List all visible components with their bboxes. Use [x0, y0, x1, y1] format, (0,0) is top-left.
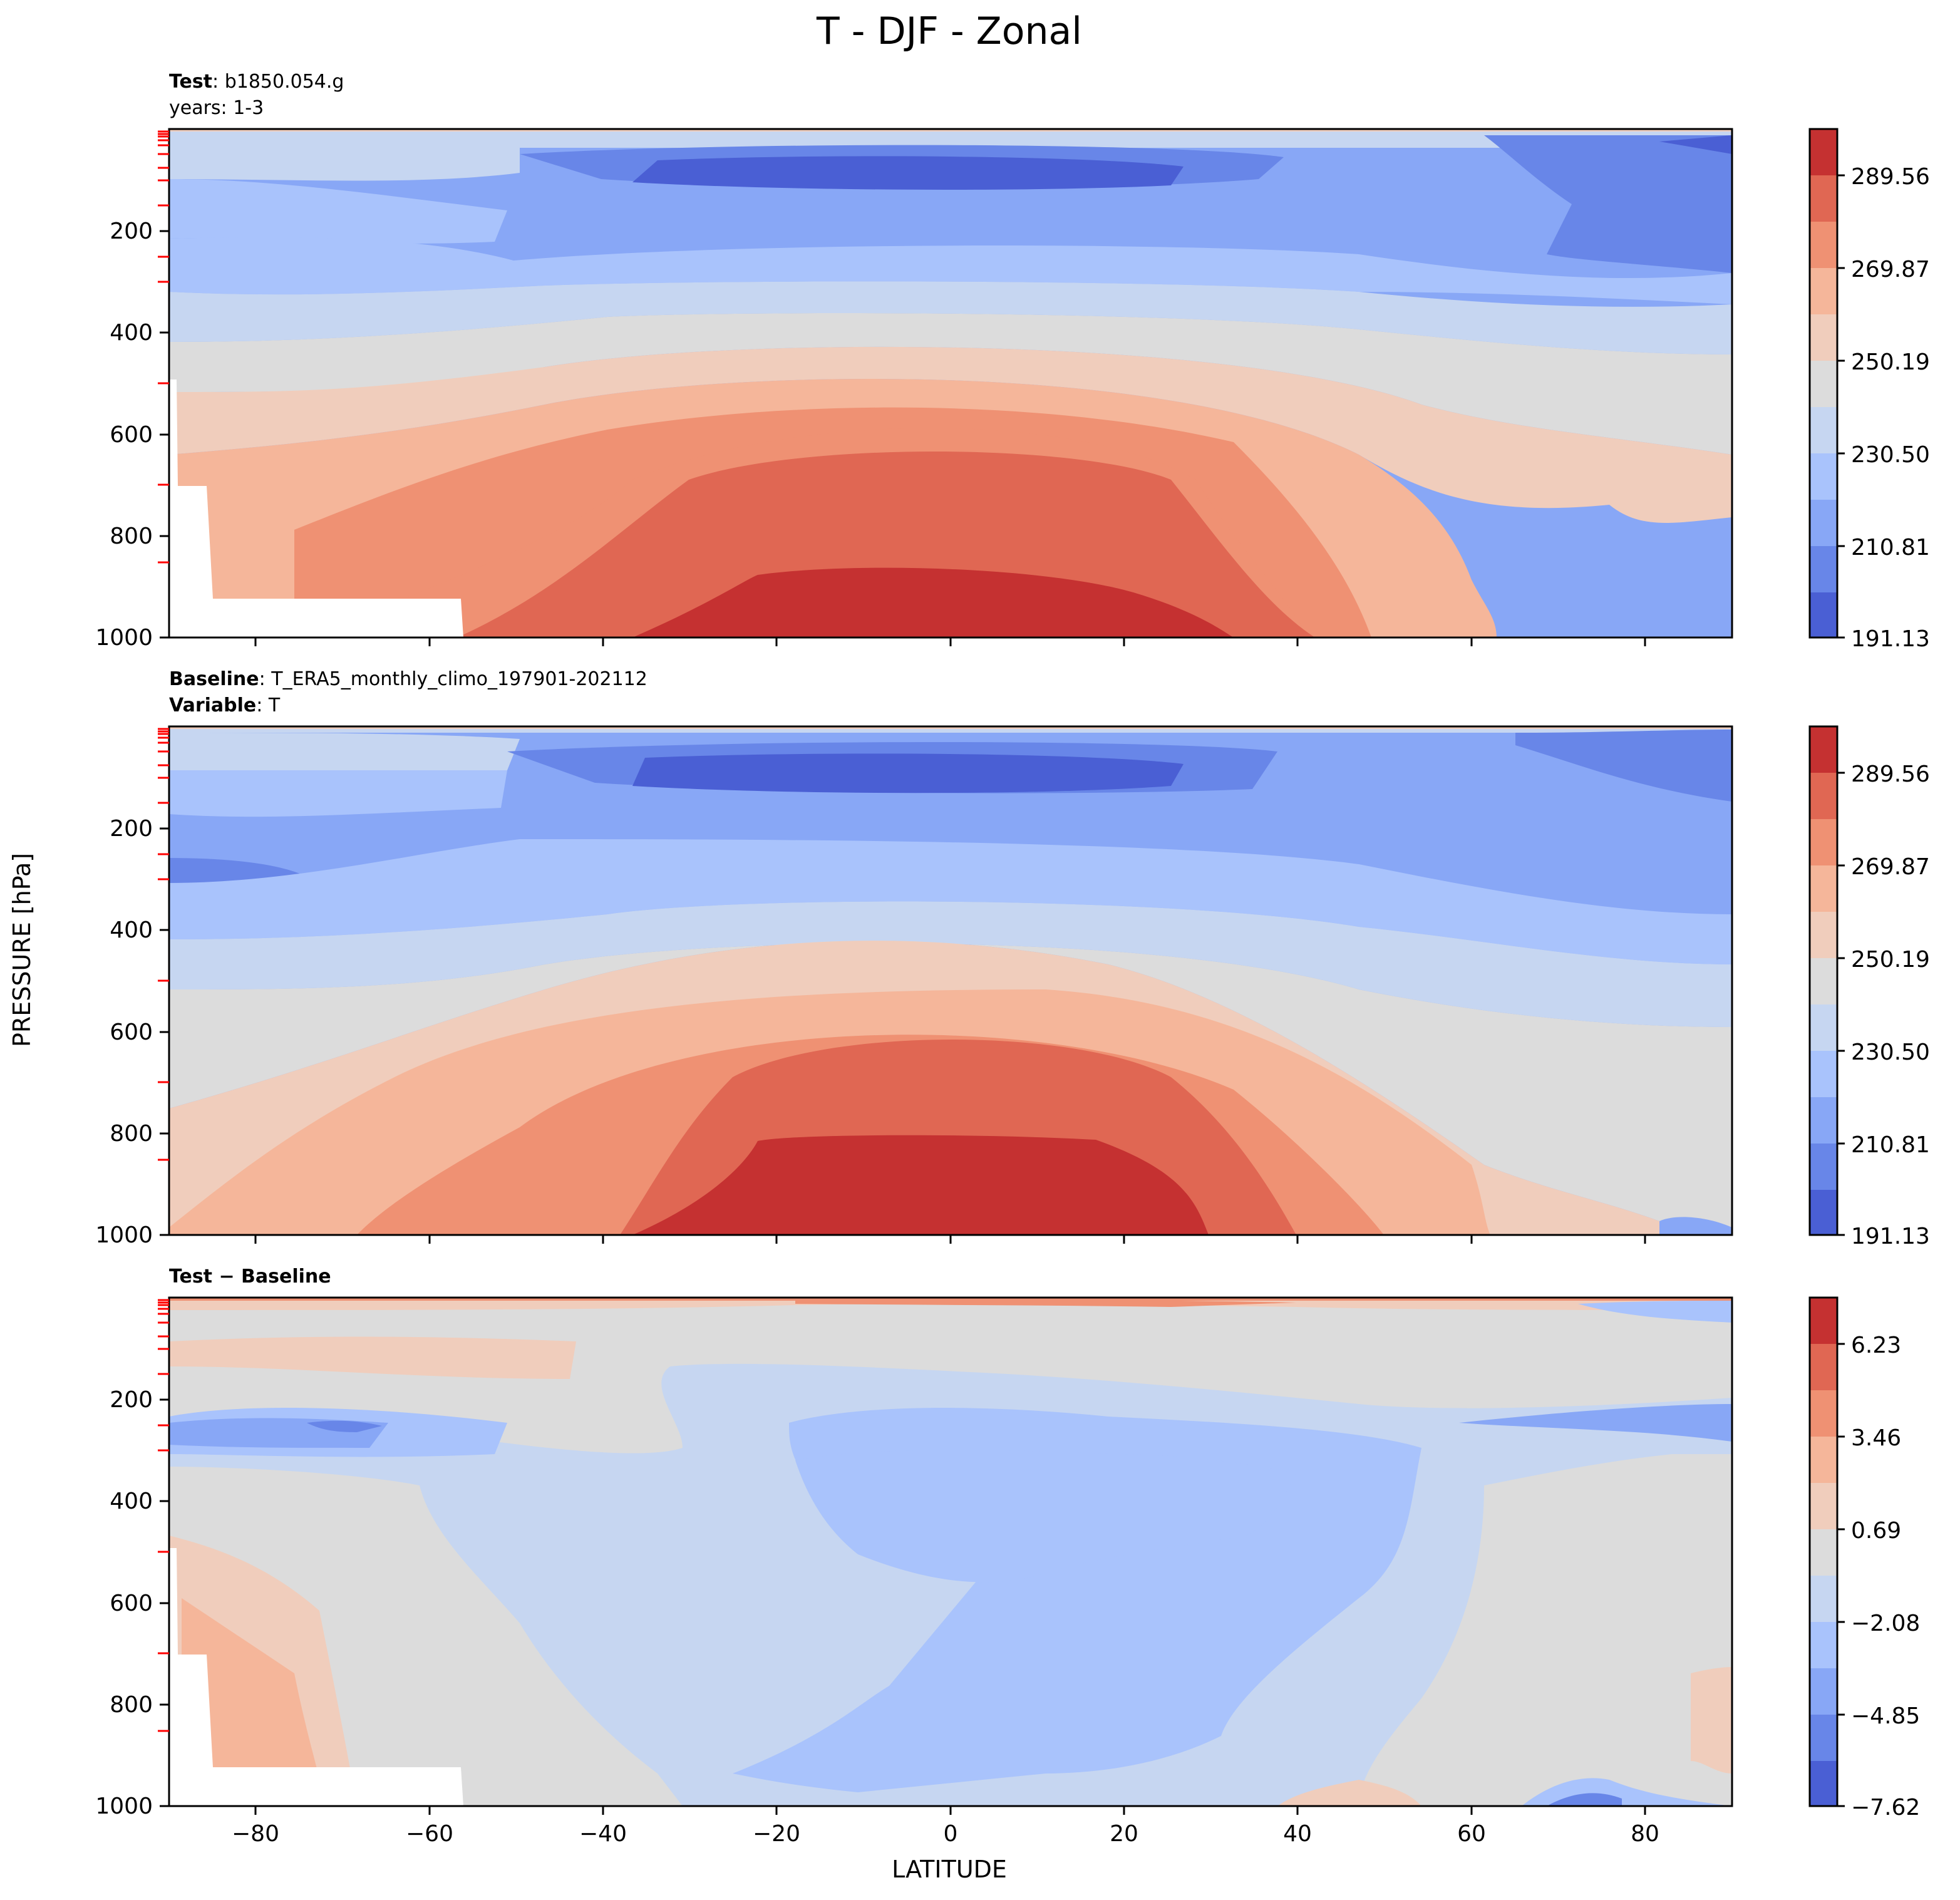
- panel-diff-caption-line1: Test − Baseline: [169, 1266, 331, 1288]
- panel-test-caption-line1: Test: b1850.054.g: [169, 71, 344, 93]
- panel-diff-plot: [169, 1298, 1732, 1806]
- colorbar-tick-label: −2.08: [1851, 1611, 1920, 1636]
- y-tick-label: 1000: [95, 1794, 153, 1819]
- panel-baseline-y-axis: 200 400 600 800 1000: [95, 816, 169, 1248]
- y-tick-label: 200: [110, 816, 153, 842]
- panel-test-y-minor-ticks: [158, 130, 169, 564]
- colorbar-tick-label: 289.56: [1851, 164, 1930, 190]
- x-tick-label: 80: [1631, 1821, 1659, 1847]
- y-tick-label: 600: [110, 1591, 153, 1616]
- colorbar-tick-label: 191.13: [1851, 626, 1930, 652]
- panel-baseline-x-ticks: [254, 1235, 1646, 1244]
- y-tick-label: 200: [110, 1387, 153, 1413]
- x-axis-label: LATITUDE: [892, 1856, 1007, 1883]
- colorbar-tick-label: −7.62: [1851, 1795, 1920, 1820]
- x-tick-label: 20: [1110, 1821, 1138, 1847]
- colorbar-tick-label: −4.85: [1851, 1703, 1920, 1729]
- y-tick-label: 400: [110, 1489, 153, 1514]
- x-tick-label: 40: [1283, 1821, 1312, 1847]
- colorbar-tick-label: 3.46: [1851, 1425, 1901, 1451]
- panel-test-x-ticks: [254, 638, 1646, 646]
- panel-baseline-caption-line1: Baseline: T_ERA5_monthly_climo_197901-20…: [169, 668, 647, 690]
- panel-baseline-plot: [169, 726, 1732, 1235]
- y-tick-label: 1000: [95, 625, 153, 651]
- y-tick-label: 1000: [95, 1222, 153, 1248]
- colorbar-tick-label: 250.19: [1851, 947, 1930, 973]
- x-tick-label: −80: [232, 1821, 279, 1847]
- x-tick-label: 60: [1457, 1821, 1486, 1847]
- y-axis-label: PRESSURE [hPa]: [8, 853, 36, 1047]
- colorbar-tick-label: 269.87: [1851, 257, 1930, 282]
- x-tick-label: −40: [579, 1821, 627, 1847]
- colorbar-tick-label: 210.81: [1851, 1132, 1930, 1158]
- colorbar-baseline: 289.56 269.87 250.19 230.50 210.81 191.1…: [1808, 725, 1930, 1249]
- panel-test-caption-line2: years: 1-3: [169, 97, 264, 119]
- panel-diff-y-minor-ticks: [158, 1299, 169, 1732]
- panel-baseline-caption-line2: Variable: T: [169, 694, 281, 716]
- y-tick-label: 800: [110, 1692, 153, 1718]
- panel-diff-x-axis: −80 −60 −40 −20 0 20 40 60 80: [232, 1806, 1659, 1847]
- panel-diff-y-axis: 200 400 600 800 1000: [95, 1387, 169, 1819]
- y-tick-label: 800: [110, 1121, 153, 1147]
- figure-title: T - DJF - Zonal: [816, 9, 1082, 53]
- colorbar-tick-label: 269.87: [1851, 854, 1930, 880]
- colorbar-tick-label: 191.13: [1851, 1224, 1930, 1249]
- colorbar-tick-label: 6.23: [1851, 1333, 1901, 1358]
- x-tick-label: 0: [944, 1821, 958, 1847]
- colorbar-test: 289.56 269.87 250.19 230.50 210.81 191.1…: [1808, 128, 1930, 652]
- colorbar-tick-label: 230.50: [1851, 1040, 1930, 1065]
- y-tick-label: 600: [110, 1020, 153, 1045]
- y-tick-label: 400: [110, 917, 153, 943]
- panel-test-y-axis: 200 400 600 800 1000: [95, 219, 169, 651]
- y-tick-label: 200: [110, 219, 153, 244]
- y-tick-label: 400: [110, 320, 153, 346]
- panel-baseline: Baseline: T_ERA5_monthly_climo_197901-20…: [95, 668, 1930, 1249]
- x-tick-label: −60: [406, 1821, 453, 1847]
- panel-test: Test: b1850.054.g years: 1-3: [95, 71, 1930, 652]
- colorbar-tick-label: 250.19: [1851, 349, 1930, 375]
- panel-diff: Test − Baseline: [95, 1266, 1920, 1847]
- colorbar-tick-label: 0.69: [1851, 1518, 1901, 1544]
- y-tick-label: 600: [110, 422, 153, 448]
- panel-test-plot: [169, 129, 1732, 638]
- colorbar-diff: 6.23 3.46 0.69 −2.08 −4.85 −7.62: [1808, 1296, 1920, 1820]
- colorbar-tick-label: 210.81: [1851, 535, 1930, 560]
- panel-baseline-y-minor-ticks: [158, 728, 169, 1161]
- y-tick-label: 800: [110, 524, 153, 549]
- x-tick-label: −20: [753, 1821, 800, 1847]
- colorbar-tick-label: 289.56: [1851, 762, 1930, 787]
- colorbar-tick-label: 230.50: [1851, 442, 1930, 468]
